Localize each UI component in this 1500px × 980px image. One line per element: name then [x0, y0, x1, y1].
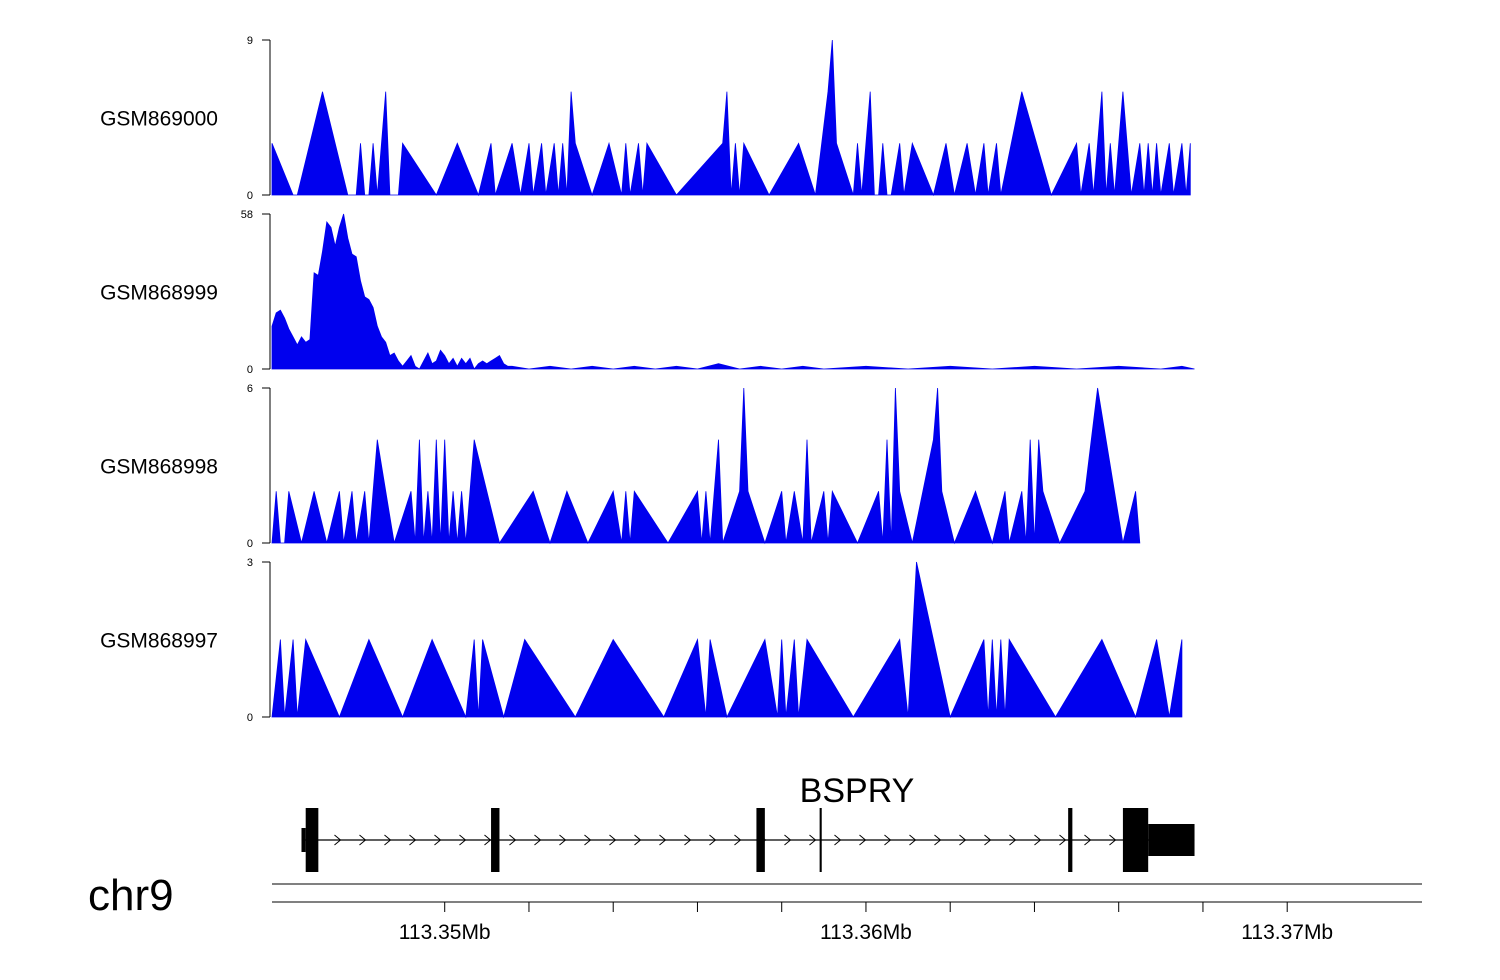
utr-block — [301, 828, 306, 852]
strand-arrow — [334, 834, 342, 846]
strand-arrow — [809, 834, 817, 846]
strand-arrow — [1034, 834, 1042, 846]
track-GSM869000: GSM869000 9 0 — [100, 35, 1191, 202]
strand-arrow — [659, 834, 667, 846]
strand-arrow — [434, 834, 442, 846]
strand-arrow — [734, 834, 742, 846]
exon-block — [1122, 808, 1149, 872]
genome-axis: chr9 113.35Mb 113.36Mb 113.37Mb — [88, 871, 1422, 944]
exon-block — [305, 808, 319, 872]
x-tick-label: 113.35Mb — [399, 921, 491, 944]
track-GSM868997: GSM868997 3 0 — [100, 557, 1183, 724]
track-GSM868999: GSM868999 58 0 — [100, 209, 1195, 376]
y-tick-label: 0 — [247, 538, 253, 550]
strand-arrow — [884, 834, 892, 846]
strand-arrow — [984, 834, 992, 846]
signal-area — [271, 387, 1141, 545]
track-label: GSM868997 — [100, 630, 218, 653]
y-tick-label: 9 — [247, 35, 253, 47]
x-tick-label: 113.37Mb — [1241, 921, 1333, 944]
strand-arrow — [609, 834, 617, 846]
x-tick-label: 113.36Mb — [820, 921, 912, 944]
chromosome-label: chr9 — [88, 871, 174, 920]
y-tick-label: 3 — [247, 557, 253, 569]
signal-area — [271, 39, 1191, 197]
strand-arrow — [1009, 834, 1017, 846]
data-tracks: GSM86900090GSM868999580GSM86899860GSM868… — [100, 35, 1195, 724]
track-label: GSM869000 — [100, 108, 218, 131]
exon-block — [819, 808, 822, 872]
gene-name-label: BSPRY — [800, 772, 915, 810]
signal-area — [271, 561, 1183, 719]
strand-arrow — [934, 834, 942, 846]
strand-arrow — [509, 834, 517, 846]
utr-block — [1148, 824, 1195, 856]
strand-arrow — [409, 834, 417, 846]
strand-arrow — [909, 834, 917, 846]
signal-area — [271, 213, 1195, 370]
strand-arrow — [359, 834, 367, 846]
y-tick-label: 0 — [247, 190, 253, 202]
y-tick-label: 58 — [241, 209, 253, 221]
strand-arrow — [384, 834, 392, 846]
strand-arrow — [459, 834, 467, 846]
strand-arrow — [859, 834, 867, 846]
gene-track: BSPRY — [301, 772, 1195, 872]
y-tick-label: 0 — [247, 712, 253, 724]
strand-arrow — [834, 834, 842, 846]
exon-block — [756, 808, 765, 872]
y-tick-label: 0 — [247, 364, 253, 376]
y-tick-label: 6 — [247, 383, 253, 395]
track-GSM868998: GSM868998 6 0 — [100, 383, 1141, 550]
track-label: GSM868998 — [100, 456, 218, 479]
strand-arrow — [684, 834, 692, 846]
strand-arrow — [634, 834, 642, 846]
strand-arrow — [559, 834, 567, 846]
track-label: GSM868999 — [100, 282, 218, 305]
exon-block — [491, 808, 500, 872]
strand-arrow — [484, 834, 492, 846]
strand-arrow — [709, 834, 717, 846]
strand-arrow — [584, 834, 592, 846]
exon-block — [1068, 808, 1073, 872]
strand-arrow — [959, 834, 967, 846]
strand-arrow — [1109, 834, 1117, 846]
strand-arrow — [534, 834, 542, 846]
strand-arrow — [1084, 834, 1092, 846]
strand-arrow — [784, 834, 792, 846]
strand-arrow — [1059, 834, 1067, 846]
